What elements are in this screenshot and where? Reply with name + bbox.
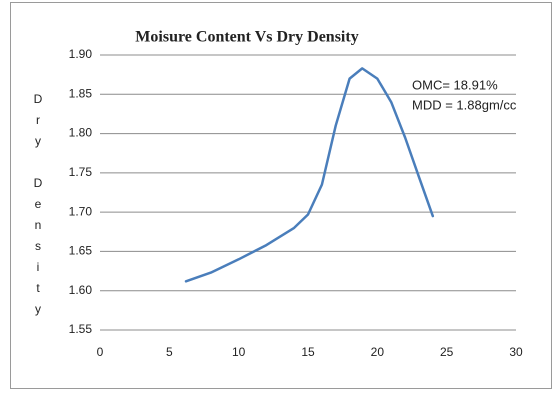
x-tick-label: 30 [509, 345, 523, 359]
y-axis-label: Dry Density [31, 92, 45, 323]
chart-frame [10, 2, 552, 389]
x-tick-label: 20 [371, 345, 385, 359]
annotation: OMC= 18.91% [412, 77, 498, 92]
x-tick-label: 25 [440, 345, 454, 359]
y-tick-label: 1.90 [69, 47, 93, 61]
y-tick-label: 1.80 [69, 126, 93, 140]
y-tick-label: 1.65 [69, 244, 93, 258]
annotation: MDD = 1.88gm/cc [412, 97, 517, 112]
y-tick-label: 1.60 [69, 283, 93, 297]
y-tick-label: 1.75 [69, 165, 93, 179]
chart-title: Moisure Content Vs Dry Density [135, 29, 358, 46]
x-tick-label: 5 [166, 345, 173, 359]
x-tick-label: 10 [232, 345, 246, 359]
y-tick-label: 1.85 [69, 86, 93, 100]
x-tick-label: 15 [301, 345, 315, 359]
x-tick-label: 0 [97, 345, 104, 359]
data-line [184, 67, 435, 283]
y-tick-label: 1.70 [69, 204, 93, 218]
y-tick-label: 1.55 [69, 322, 93, 336]
